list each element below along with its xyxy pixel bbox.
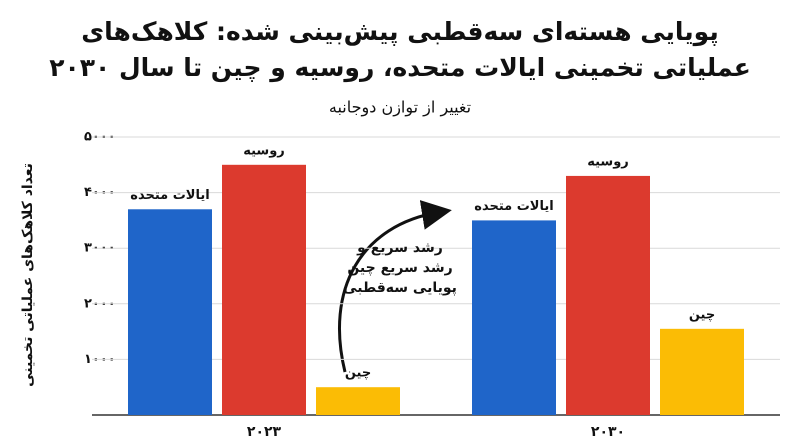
annotation: رشد سریع چین: [347, 260, 452, 276]
chart-title: پویایی هسته‌ای سه‌قطبی پیش‌بینی شده: کلا…: [49, 17, 751, 82]
bar: [472, 220, 556, 415]
x-tick-label: ۲۰۲۳: [247, 424, 282, 440]
bar-label: ایالات متحده: [130, 188, 209, 203]
annotation: پویایی سه‌قطبی: [343, 280, 457, 296]
bar-label: چین: [345, 366, 371, 381]
bar-label: ایالات متحده: [474, 199, 553, 214]
bar: [566, 175, 650, 415]
bar-label: روسیه: [243, 143, 285, 158]
bar: [660, 328, 744, 415]
y-axis-label: تعداد کلاهک‌های عملیاتی تخمینی: [20, 163, 36, 387]
annotation-arrow: [337, 200, 452, 373]
x-tick-label: ۲۰۳۰: [591, 424, 625, 440]
bar: [316, 387, 400, 415]
bar: [222, 164, 306, 415]
subtitle: تغییر از توازن دوجانبه: [329, 98, 471, 118]
bar: [128, 209, 212, 415]
annotation: رشد سریع و: [356, 240, 443, 256]
bar-label: روسیه: [587, 154, 629, 169]
bar-label: چین: [689, 307, 715, 322]
